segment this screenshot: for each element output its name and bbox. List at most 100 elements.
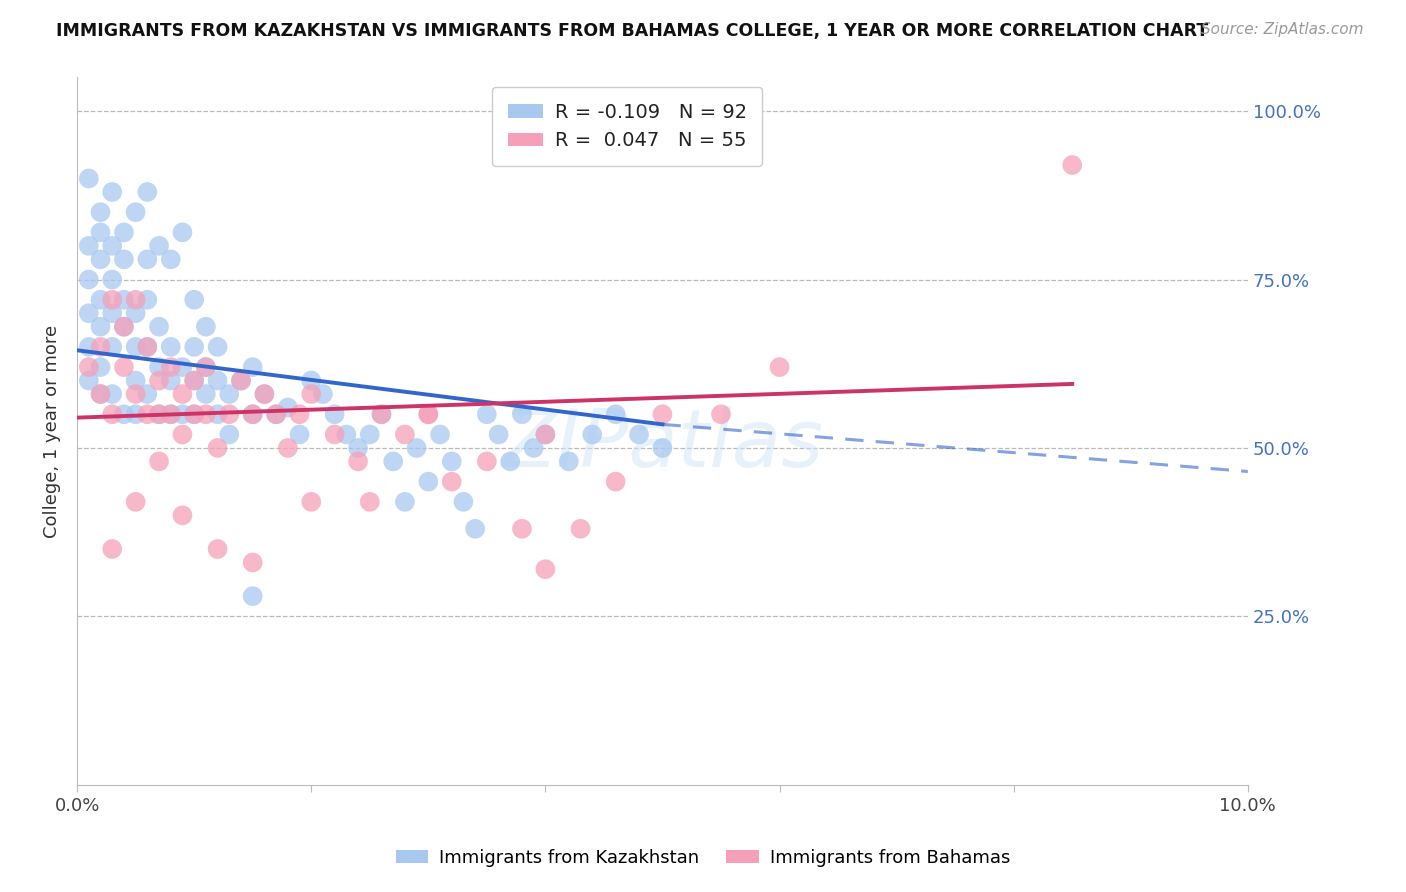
Text: IMMIGRANTS FROM KAZAKHSTAN VS IMMIGRANTS FROM BAHAMAS COLLEGE, 1 YEAR OR MORE CO: IMMIGRANTS FROM KAZAKHSTAN VS IMMIGRANTS… — [56, 22, 1209, 40]
Point — [183, 340, 205, 354]
Point — [194, 319, 217, 334]
Point — [464, 522, 486, 536]
Point — [77, 272, 100, 286]
Point — [172, 226, 194, 240]
Point — [605, 475, 627, 489]
Point — [77, 360, 100, 375]
Point — [299, 387, 322, 401]
Point — [77, 171, 100, 186]
Point — [136, 340, 159, 354]
Point — [101, 239, 124, 253]
Point — [768, 360, 790, 375]
Point — [359, 495, 381, 509]
Text: ZIPatlas: ZIPatlas — [502, 406, 824, 484]
Point — [136, 407, 159, 421]
Point — [510, 522, 533, 536]
Point — [172, 427, 194, 442]
Point — [253, 387, 276, 401]
Point — [124, 495, 146, 509]
Point — [218, 387, 240, 401]
Point — [172, 387, 194, 401]
Point — [124, 205, 146, 219]
Point — [628, 427, 651, 442]
Point — [418, 407, 440, 421]
Point — [394, 427, 416, 442]
Point — [183, 407, 205, 421]
Point — [148, 454, 170, 468]
Point — [124, 407, 146, 421]
Point — [242, 589, 264, 603]
Point — [112, 407, 135, 421]
Point — [288, 407, 311, 421]
Point — [101, 541, 124, 556]
Point — [159, 407, 181, 421]
Point — [124, 374, 146, 388]
Point — [242, 407, 264, 421]
Point — [194, 360, 217, 375]
Point — [359, 427, 381, 442]
Point — [581, 427, 603, 442]
Point — [159, 360, 181, 375]
Point — [136, 185, 159, 199]
Point — [475, 407, 498, 421]
Point — [148, 360, 170, 375]
Point — [89, 205, 111, 219]
Point — [440, 454, 463, 468]
Point — [148, 319, 170, 334]
Point — [101, 407, 124, 421]
Point — [370, 407, 392, 421]
Point — [101, 272, 124, 286]
Point — [89, 360, 111, 375]
Point — [148, 407, 170, 421]
Point — [194, 407, 217, 421]
Point — [124, 306, 146, 320]
Point — [124, 293, 146, 307]
Point — [347, 441, 370, 455]
Point — [347, 454, 370, 468]
Point — [534, 562, 557, 576]
Point — [112, 226, 135, 240]
Point — [299, 495, 322, 509]
Point — [124, 340, 146, 354]
Point — [183, 374, 205, 388]
Point — [475, 454, 498, 468]
Text: Source: ZipAtlas.com: Source: ZipAtlas.com — [1201, 22, 1364, 37]
Point — [89, 387, 111, 401]
Point — [112, 360, 135, 375]
Point — [77, 306, 100, 320]
Point — [77, 374, 100, 388]
Point — [299, 374, 322, 388]
Point — [229, 374, 252, 388]
Point — [323, 407, 346, 421]
Point — [89, 319, 111, 334]
Point — [89, 387, 111, 401]
Point — [394, 495, 416, 509]
Point — [323, 427, 346, 442]
Point — [207, 340, 229, 354]
Point — [194, 360, 217, 375]
Point — [651, 441, 673, 455]
Y-axis label: College, 1 year or more: College, 1 year or more — [44, 325, 60, 538]
Point — [242, 556, 264, 570]
Point — [264, 407, 287, 421]
Point — [172, 407, 194, 421]
Legend: Immigrants from Kazakhstan, Immigrants from Bahamas: Immigrants from Kazakhstan, Immigrants f… — [388, 842, 1018, 874]
Point — [101, 293, 124, 307]
Point — [148, 239, 170, 253]
Point — [429, 427, 451, 442]
Point — [651, 407, 673, 421]
Point — [183, 407, 205, 421]
Point — [89, 293, 111, 307]
Point — [218, 427, 240, 442]
Point — [382, 454, 405, 468]
Point — [370, 407, 392, 421]
Point — [194, 387, 217, 401]
Point — [159, 252, 181, 267]
Point — [569, 522, 592, 536]
Point — [136, 387, 159, 401]
Point — [172, 508, 194, 523]
Legend: R = -0.109   N = 92, R =  0.047   N = 55: R = -0.109 N = 92, R = 0.047 N = 55 — [492, 87, 762, 166]
Point — [523, 441, 546, 455]
Point — [136, 340, 159, 354]
Point — [418, 407, 440, 421]
